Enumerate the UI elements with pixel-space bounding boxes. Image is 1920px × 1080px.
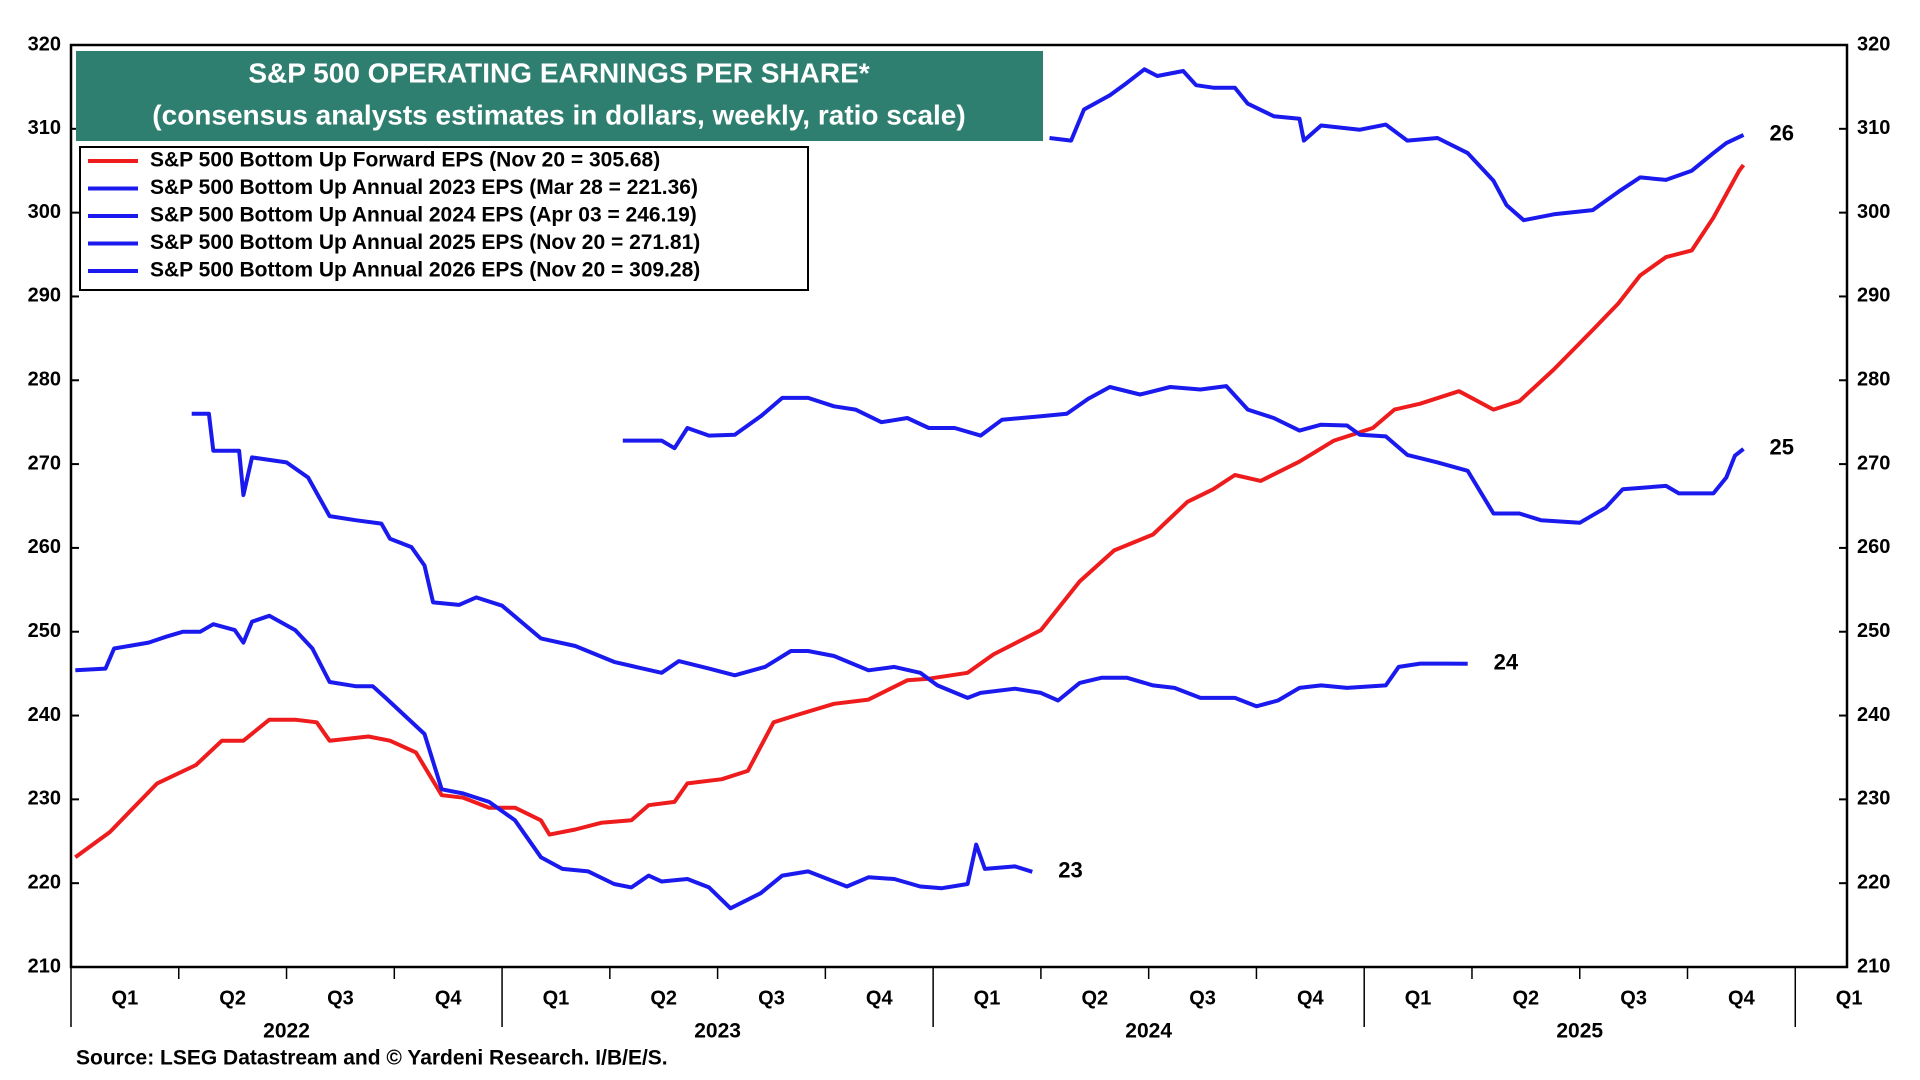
title-box [76,51,1043,141]
y-tick-label-right: 290 [1857,285,1890,307]
series-line [75,613,1033,911]
y-tick-label: 300 [28,201,61,223]
quarter-label: Q2 [219,987,246,1009]
quarter-label: Q1 [1836,987,1863,1009]
y-tick-label: 210 [28,955,61,977]
year-label: 2025 [1556,1020,1603,1043]
series-line [622,384,1745,525]
quarter-label: Q4 [1297,987,1325,1009]
end-label: 23 [1058,858,1082,883]
series-line [1049,67,1745,223]
chart-title: S&P 500 OPERATING EARNINGS PER SHARE* [248,57,869,88]
plot-frame [69,43,1849,969]
y-tick-label: 250 [28,620,61,642]
y-tick-label: 320 [28,33,61,55]
legend-label: S&P 500 Bottom Up Annual 2024 EPS (Apr 0… [150,204,697,227]
y-tick-label-right: 220 [1857,871,1890,893]
end-label: 24 [1494,649,1519,674]
y-tick-label-right: 260 [1857,536,1890,558]
y-tick-label-right: 280 [1857,369,1890,391]
chart-subtitle: (consensus analysts estimates in dollars… [152,99,965,130]
series-line [191,411,1468,709]
series-line [74,163,1746,859]
quarter-label: Q1 [1405,987,1432,1009]
y-tick-label-right: 230 [1857,788,1890,810]
year-label: 2022 [263,1020,310,1043]
y-tick-label-right: 210 [1857,955,1890,977]
y-tick-label-right: 270 [1857,452,1890,474]
quarter-label: Q2 [1513,987,1540,1009]
y-tick-label: 310 [28,117,61,139]
legend-box [79,146,809,291]
y-tick-label-right: 250 [1857,620,1890,642]
y-tick-label: 220 [28,871,61,893]
quarter-label: Q3 [327,987,354,1009]
end-label: 25 [1770,435,1794,460]
end-label: 26 [1770,121,1794,146]
quarter-label: Q2 [650,987,677,1009]
quarter-label: Q4 [435,987,463,1009]
y-tick-label-right: 320 [1857,33,1890,55]
quarter-label: Q3 [1620,987,1647,1009]
quarter-label: Q1 [112,987,139,1009]
y-tick-label: 240 [28,704,61,726]
quarter-label: Q2 [1081,987,1108,1009]
quarter-label: Q1 [543,987,570,1009]
legend-label: S&P 500 Bottom Up Forward EPS (Nov 20 = … [150,149,660,172]
y-tick-label: 270 [28,452,61,474]
year-label: 2024 [1125,1020,1172,1043]
year-label: 2023 [694,1020,741,1043]
legend-label: S&P 500 Bottom Up Annual 2025 EPS (Nov 2… [150,231,700,254]
quarter-label: Q4 [866,987,894,1009]
y-tick-label: 290 [28,285,61,307]
quarter-label: Q3 [1189,987,1216,1009]
y-tick-label: 230 [28,788,61,810]
y-tick-label-right: 310 [1857,117,1890,139]
y-tick-label-right: 300 [1857,201,1890,223]
source-note: Source: LSEG Datastream and © Yardeni Re… [76,1047,668,1070]
y-tick-label: 280 [28,369,61,391]
y-tick-label: 260 [28,536,61,558]
quarter-label: Q1 [974,987,1001,1009]
y-tick-label-right: 240 [1857,704,1890,726]
quarter-label: Q4 [1728,987,1756,1009]
quarter-label: Q3 [758,987,785,1009]
legend-label: S&P 500 Bottom Up Annual 2023 EPS (Mar 2… [150,176,698,199]
legend-label: S&P 500 Bottom Up Annual 2026 EPS (Nov 2… [150,259,700,282]
